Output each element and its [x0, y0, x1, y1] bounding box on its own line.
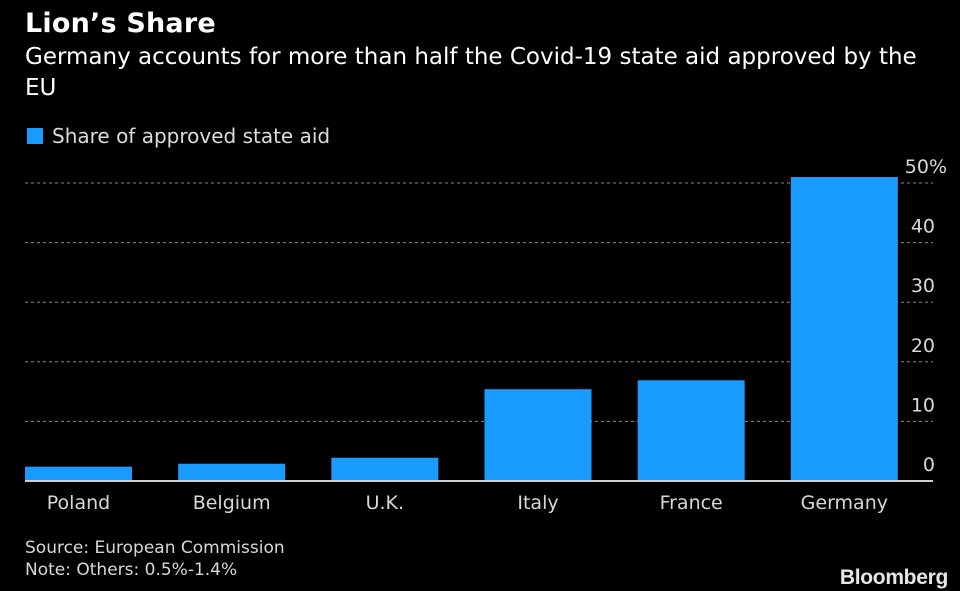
y-tick-label: 30 — [911, 275, 935, 297]
y-tick-label: 40 — [911, 216, 935, 238]
bar-germany — [790, 177, 898, 482]
legend-label: Share of approved state aid — [52, 124, 331, 148]
note-text: Note: Others: 0.5%-1.4% — [25, 560, 238, 580]
legend: Share of approved state aid — [27, 124, 330, 148]
x-tick-label: Poland — [47, 492, 110, 514]
x-tick-label: France — [660, 492, 723, 514]
legend-swatch — [27, 128, 43, 144]
x-tick-label: U.K. — [366, 492, 404, 514]
y-tick-label: 20 — [911, 335, 935, 357]
y-tick-label: 0 — [923, 454, 935, 476]
x-tick-label: Germany — [801, 492, 888, 514]
bar-poland — [25, 466, 132, 481]
source-text: Source: European Commission — [25, 538, 285, 558]
bloomberg-logo: Bloomberg — [839, 566, 948, 589]
x-tick-label: Italy — [517, 492, 558, 514]
y-tick-label: 50% — [905, 156, 947, 178]
source-note: Source: European Commission Note: Others… — [25, 537, 285, 581]
y-tick-label: 10 — [911, 394, 935, 416]
bar-france — [637, 380, 745, 481]
bar-belgium — [178, 463, 286, 481]
chart-subtitle: Germany accounts for more than half the … — [25, 44, 917, 101]
chart-title: Lion’s Share — [25, 8, 216, 39]
bar-italy — [484, 389, 592, 481]
x-tick-label: Belgium — [193, 492, 271, 514]
bar-uk — [331, 457, 439, 481]
